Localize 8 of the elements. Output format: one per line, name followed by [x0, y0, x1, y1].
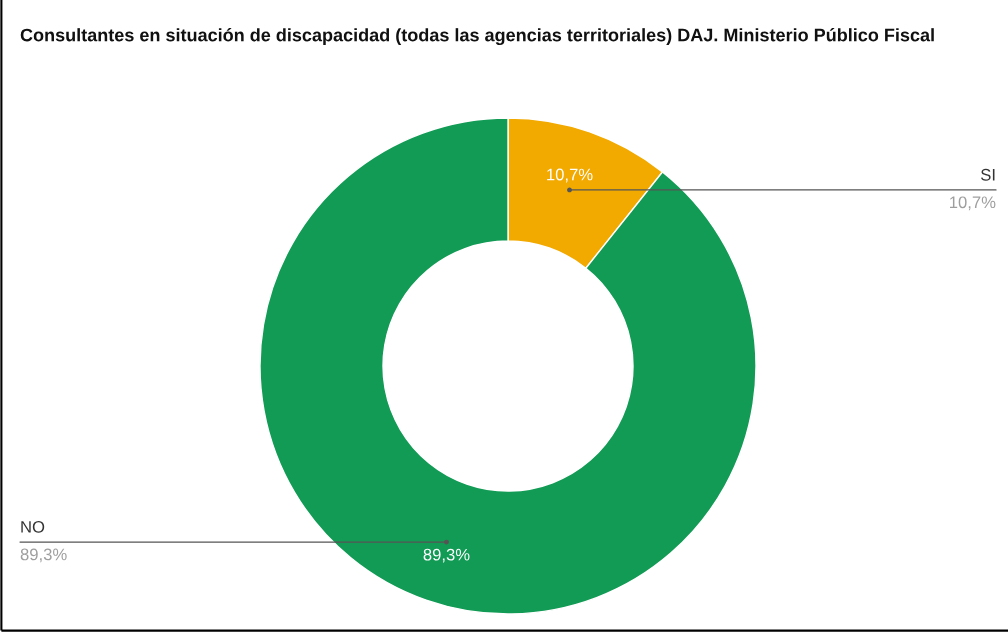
text: 10,7%	[547, 168, 593, 183]
data-label: 89,3%	[20, 548, 67, 563]
slice-label: NO	[21, 520, 45, 533]
chart-title: Consultantes en situación de discapacidad (todas las agencias territoriales) DAJ. Ministerio Público Fiscal	[20, 28, 934, 46]
slice-label: SI	[981, 168, 995, 181]
donut-slice	[259, 117, 757, 615]
text: 89,3%	[423, 548, 470, 563]
data-label: 10,7%	[950, 196, 996, 211]
